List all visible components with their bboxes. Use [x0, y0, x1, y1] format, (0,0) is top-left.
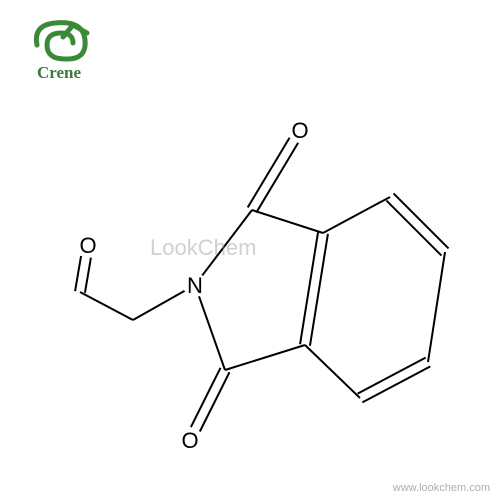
svg-text:N: N: [187, 273, 203, 298]
svg-text:O: O: [79, 233, 96, 258]
crene-logo-mark: [25, 15, 100, 65]
chemical-structure: N O O O: [30, 70, 470, 450]
svg-text:O: O: [181, 428, 198, 450]
svg-text:O: O: [291, 118, 308, 143]
footer-url: www.lookchem.com: [393, 482, 490, 494]
